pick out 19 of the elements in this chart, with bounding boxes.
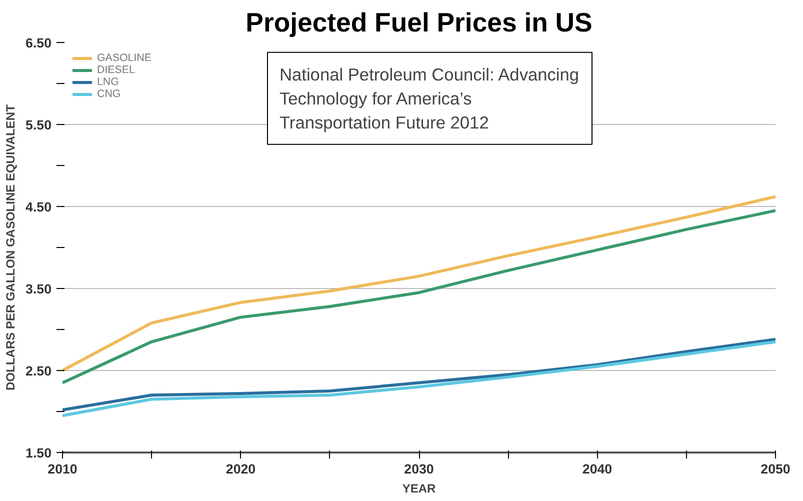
legend-label: DIESEL (97, 64, 135, 76)
legend-label: LNG (97, 76, 119, 88)
x-tick-label: 2040 (582, 462, 612, 476)
y-tick-label: 6.50 (26, 36, 52, 50)
x-tick-label: 2010 (48, 462, 78, 476)
annotation: National Petroleum Council: Advancing Technology for America’s Transportation Future 2012 (279, 64, 580, 132)
x-axis-title: YEAR (402, 482, 436, 496)
y-tick-label: 5.50 (26, 118, 52, 132)
y-tick-label: 2.50 (26, 364, 52, 378)
x-tick-label: 2030 (404, 462, 434, 476)
chart-title: Projected Fuel Prices in US (246, 8, 592, 38)
x-tick-label: 2050 (760, 462, 790, 476)
legend-label: CNG (97, 88, 121, 100)
legend-label: GASOLINE (97, 52, 152, 64)
y-axis-title: DOLLARS PER GALLON GASOLINE EQUIVALENT (4, 104, 18, 390)
y-tick-label: 1.50 (26, 446, 52, 460)
y-tick-label: 3.50 (26, 282, 52, 296)
x-tick-label: 2020 (226, 462, 256, 476)
y-tick-label: 4.50 (26, 200, 52, 214)
